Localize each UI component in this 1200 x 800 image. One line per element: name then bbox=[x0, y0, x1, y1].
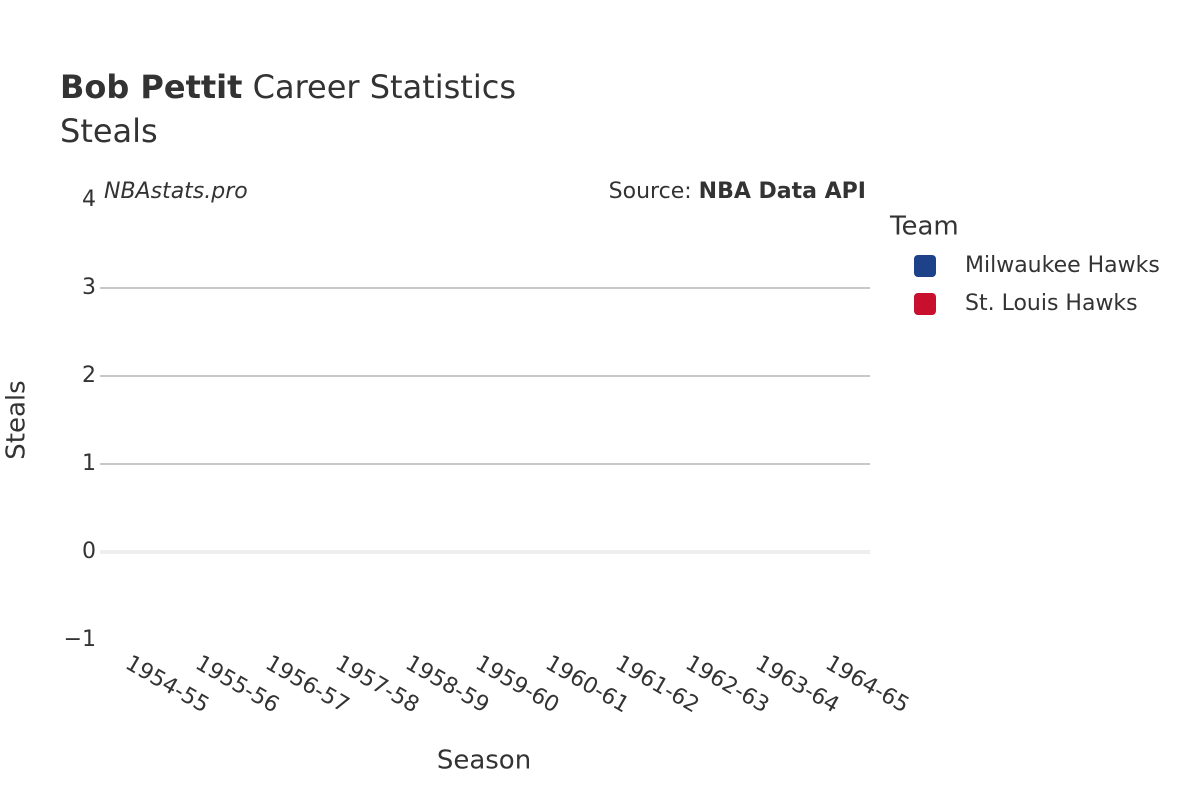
y-tick-label: 4 bbox=[82, 187, 96, 212]
source-name: NBA Data API bbox=[699, 179, 866, 204]
watermark: NBAstats.pro bbox=[104, 179, 248, 204]
source-label: Source: bbox=[609, 179, 692, 204]
y-tick-label: 3 bbox=[82, 275, 96, 300]
legend-swatch bbox=[914, 255, 936, 277]
legend-title: Team bbox=[889, 212, 959, 242]
y-tick-label: 0 bbox=[82, 539, 96, 564]
legend-swatch bbox=[914, 293, 936, 315]
title-rest: Career Statistics bbox=[253, 68, 516, 106]
x-axis-title: Season bbox=[437, 746, 531, 776]
chart-subtitle: Steals bbox=[60, 112, 158, 150]
source: Source: NBA Data API bbox=[609, 179, 866, 204]
y-axis-title: Steals bbox=[2, 380, 32, 459]
y-tick-label: 2 bbox=[82, 363, 96, 388]
y-tick-label: 1 bbox=[82, 451, 96, 476]
legend-label: St. Louis Hawks bbox=[965, 291, 1138, 316]
title-player: Bob Pettit bbox=[60, 68, 242, 106]
y-tick-label: −1 bbox=[64, 627, 96, 652]
chart-title: Bob Pettit Career Statistics bbox=[60, 68, 516, 106]
legend-label: Milwaukee Hawks bbox=[965, 253, 1160, 278]
